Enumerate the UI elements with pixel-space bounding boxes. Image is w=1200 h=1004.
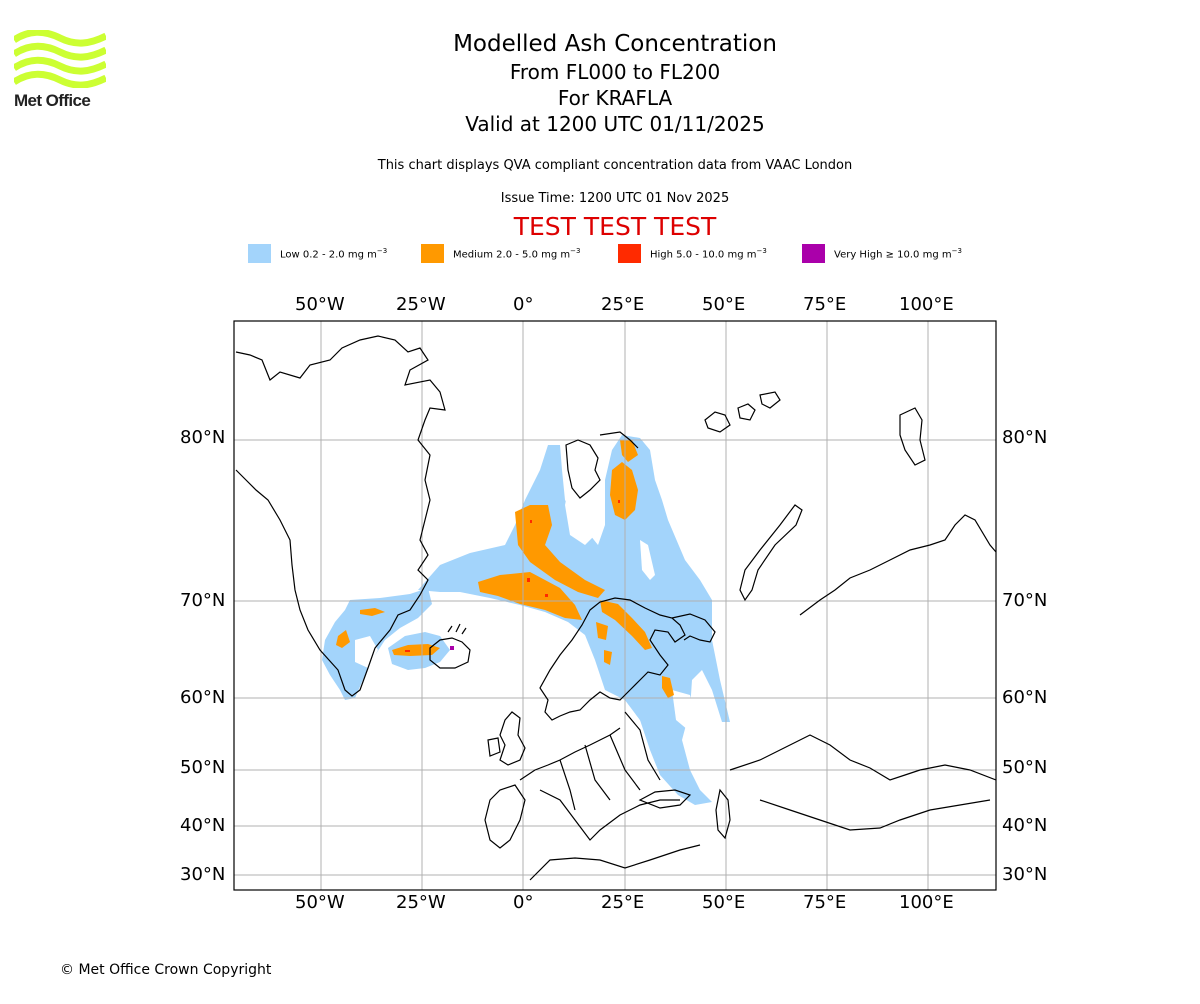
lon-label-bottom-75e: 75°E <box>803 892 847 913</box>
lat-label-left-80n: 80°N <box>180 427 226 448</box>
lon-label-top-0: 0° <box>513 294 534 315</box>
lat-label-right-50n: 50°N <box>1002 757 1048 778</box>
chart-description: This chart displays QVA compliant concen… <box>377 158 853 173</box>
valid-time: Valid at 1200 UTC 01/11/2025 <box>465 112 765 136</box>
flight-level-range: From FL000 to FL200 <box>509 60 721 84</box>
legend-label-high: High 5.0 - 10.0 mg m <box>650 249 757 261</box>
lat-label-left-30n: 30°N <box>180 864 226 885</box>
lon-label-top-50w: 50°W <box>295 294 345 315</box>
legend-item-very-high: Very High ≥ 10.0 mg m−3 <box>802 244 962 263</box>
lat-label-right-60n: 60°N <box>1002 687 1048 708</box>
ash-very-high-layer <box>450 646 454 650</box>
test-banner: TEST TEST TEST <box>513 212 717 241</box>
lon-label-bottom-50e: 50°E <box>702 892 746 913</box>
ash-gap-layer <box>355 462 695 730</box>
logo-text: Met Office <box>14 91 91 110</box>
legend-swatch-very-high <box>802 244 825 263</box>
legend-item-high: High 5.0 - 10.0 mg m−3 <box>618 244 767 263</box>
lat-label-left-50n: 50°N <box>180 757 226 778</box>
lon-label-bottom-50w: 50°W <box>295 892 345 913</box>
lon-label-bottom-25e: 25°E <box>601 892 645 913</box>
volcano-name: For KRAFLA <box>557 86 673 110</box>
copyright-notice: © Met Office Crown Copyright <box>60 962 272 978</box>
lat-label-right-40n: 40°N <box>1002 815 1048 836</box>
legend-item-low: Low 0.2 - 2.0 mg m−3 <box>248 244 387 263</box>
lon-label-bottom-100e: 100°E <box>899 892 954 913</box>
legend-swatch-low <box>248 244 271 263</box>
map-frame <box>233 320 997 891</box>
lat-label-right-30n: 30°N <box>1002 864 1048 885</box>
ash-low-layer <box>322 435 730 805</box>
legend-label-very-high: Very High ≥ 10.0 mg m <box>834 249 952 261</box>
lon-label-top-25e: 25°E <box>601 294 645 315</box>
legend-label-low: Low 0.2 - 2.0 mg m <box>280 249 377 261</box>
lat-label-left-60n: 60°N <box>180 687 226 708</box>
ash-medium-layer <box>336 440 674 698</box>
lat-label-right-70n: 70°N <box>1002 590 1048 611</box>
lat-label-right-80n: 80°N <box>1002 427 1048 448</box>
legend-label-medium: Medium 2.0 - 5.0 mg m <box>453 249 571 261</box>
met-office-logo: Met Office <box>14 30 106 112</box>
lon-label-bottom-25w: 25°W <box>396 892 446 913</box>
coastlines <box>235 335 996 881</box>
legend-swatch-medium <box>421 244 444 263</box>
chart-title-block: Modelled Ash Concentration From FL000 to… <box>315 30 915 137</box>
lon-label-top-75e: 75°E <box>803 294 847 315</box>
issue-time: Issue Time: 1200 UTC 01 Nov 2025 <box>500 191 730 206</box>
lon-label-top-25w: 25°W <box>396 294 446 315</box>
lon-label-top-100e: 100°E <box>899 294 954 315</box>
lon-label-bottom-0: 0° <box>513 892 534 913</box>
legend-item-medium: Medium 2.0 - 5.0 mg m−3 <box>421 244 580 263</box>
lat-label-left-70n: 70°N <box>180 590 226 611</box>
met-office-waves-icon <box>14 30 106 88</box>
chart-title: Modelled Ash Concentration <box>453 31 777 57</box>
ash-high-layer <box>405 500 620 652</box>
lat-label-left-40n: 40°N <box>180 815 226 836</box>
lon-label-top-50e: 50°E <box>702 294 746 315</box>
legend-swatch-high <box>618 244 641 263</box>
